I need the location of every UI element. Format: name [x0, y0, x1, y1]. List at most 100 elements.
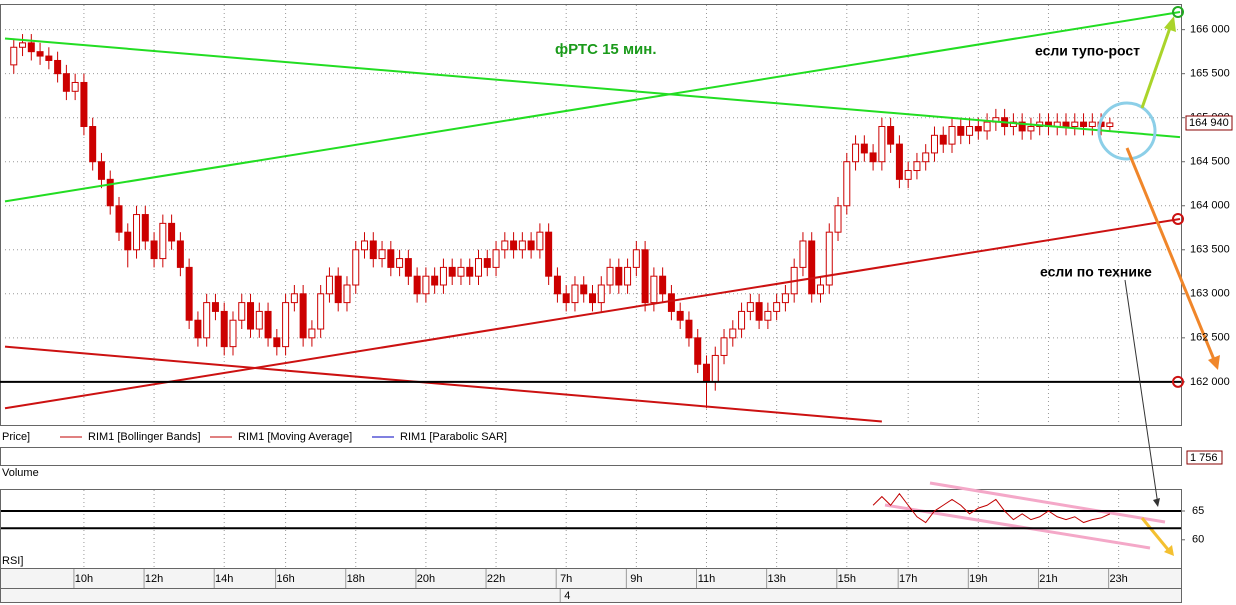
candle-body	[80, 81, 88, 128]
candle-body	[773, 302, 781, 312]
candle-body	[308, 328, 316, 339]
annotation: если по технике	[1040, 264, 1152, 280]
candle-body	[255, 310, 263, 330]
candle-body	[711, 354, 719, 383]
candle-body	[659, 275, 667, 295]
candle-body	[808, 240, 816, 295]
candle-body	[606, 266, 614, 286]
candle-body	[1018, 121, 1026, 132]
x-tick-label: 12h	[145, 573, 163, 585]
candle-body	[396, 258, 404, 268]
candle-body	[176, 240, 184, 268]
drawing-layer	[0, 11, 1181, 423]
candle-body	[413, 275, 421, 295]
candle-body	[510, 240, 518, 251]
candle-body	[238, 302, 246, 321]
candle-body	[624, 266, 632, 286]
candle-body	[492, 249, 500, 268]
candle-body	[834, 205, 842, 233]
candle-body	[475, 258, 483, 277]
candle-body	[685, 319, 693, 339]
candle-body	[930, 134, 938, 154]
y-tick-label: 163 000	[1190, 288, 1230, 300]
candle-body	[45, 55, 53, 61]
candle-body	[97, 161, 105, 180]
candle-body	[71, 81, 79, 92]
x-tick-label: 19h	[969, 573, 987, 585]
x-tick-label: 21h	[1039, 573, 1057, 585]
candle-body	[825, 231, 833, 286]
x-tick-label: 18h	[347, 573, 365, 585]
arrow-head	[1153, 498, 1160, 507]
candle-body	[1071, 121, 1079, 128]
candle-body	[27, 42, 35, 53]
arrow	[1124, 279, 1159, 506]
candle-body	[247, 302, 255, 330]
legend-label: RIM1 [Bollinger Bands]	[88, 431, 201, 443]
y-tick-label: 165 500	[1190, 68, 1230, 80]
candle-body	[948, 126, 956, 145]
candle-body	[816, 284, 824, 295]
candle-body	[974, 126, 982, 132]
candle-body	[667, 293, 675, 312]
x-tick-label: 16h	[276, 573, 294, 585]
candle-body	[168, 222, 176, 242]
y-tick-label: 166 000	[1190, 24, 1230, 36]
candle-body	[562, 293, 570, 304]
arrow	[1125, 147, 1217, 363]
candle-body	[694, 337, 702, 365]
x-tick-label: 17h	[899, 573, 917, 585]
candle-body	[290, 293, 298, 304]
candle-body	[194, 319, 202, 339]
candle-body	[185, 266, 193, 321]
rsi-line	[872, 492, 1111, 524]
candle-body	[264, 310, 272, 339]
y-tick-label: 163 500	[1190, 244, 1230, 256]
end-marker	[1172, 375, 1184, 388]
candle-body	[229, 319, 237, 348]
annotation: если тупо-рост	[1035, 43, 1140, 59]
candle-body	[106, 178, 114, 207]
highlight-circle	[1097, 101, 1157, 161]
candle-body	[632, 249, 640, 268]
volume-value: 1 756	[1190, 452, 1218, 464]
candle-body	[536, 231, 544, 251]
candle-body	[115, 205, 123, 233]
y-tick-label: 164 000	[1190, 200, 1230, 212]
candle-body	[62, 73, 70, 92]
candle-body	[966, 126, 974, 136]
candle-body	[404, 258, 412, 277]
candle-body	[720, 337, 728, 356]
candle-body	[729, 328, 737, 339]
candle-body	[597, 284, 605, 304]
candle-body	[860, 143, 868, 154]
candle-body	[1080, 121, 1088, 128]
x-tick-label: 9h	[630, 573, 642, 585]
candle-body	[89, 126, 97, 163]
y-tick-label: 164 500	[1190, 156, 1230, 168]
candle-body	[387, 249, 395, 268]
candle-body	[124, 231, 132, 251]
x-tick-label: 23h	[1109, 573, 1127, 585]
candle-body	[878, 126, 886, 163]
candle-body	[939, 134, 947, 145]
candle-body	[54, 59, 62, 75]
candle-body	[781, 293, 789, 304]
candle-body	[159, 222, 167, 260]
time-axis	[0, 568, 1182, 589]
candle-body	[1106, 122, 1114, 128]
chart-title: фРТС 15 мин.	[555, 41, 657, 58]
volume-pane-frame	[0, 447, 1182, 466]
candle-body	[439, 266, 447, 286]
last-price-label: 164 940	[1189, 117, 1229, 129]
pane-label: RSI]	[2, 555, 23, 567]
end-marker	[1172, 6, 1184, 19]
y-tick-label: 162 000	[1190, 376, 1230, 388]
candle-body	[764, 310, 772, 321]
trendline	[4, 345, 882, 423]
candle-body	[869, 152, 877, 163]
x-tick-label: 11h	[698, 573, 716, 585]
candle-body	[1027, 126, 1035, 132]
candle-body	[299, 293, 307, 339]
